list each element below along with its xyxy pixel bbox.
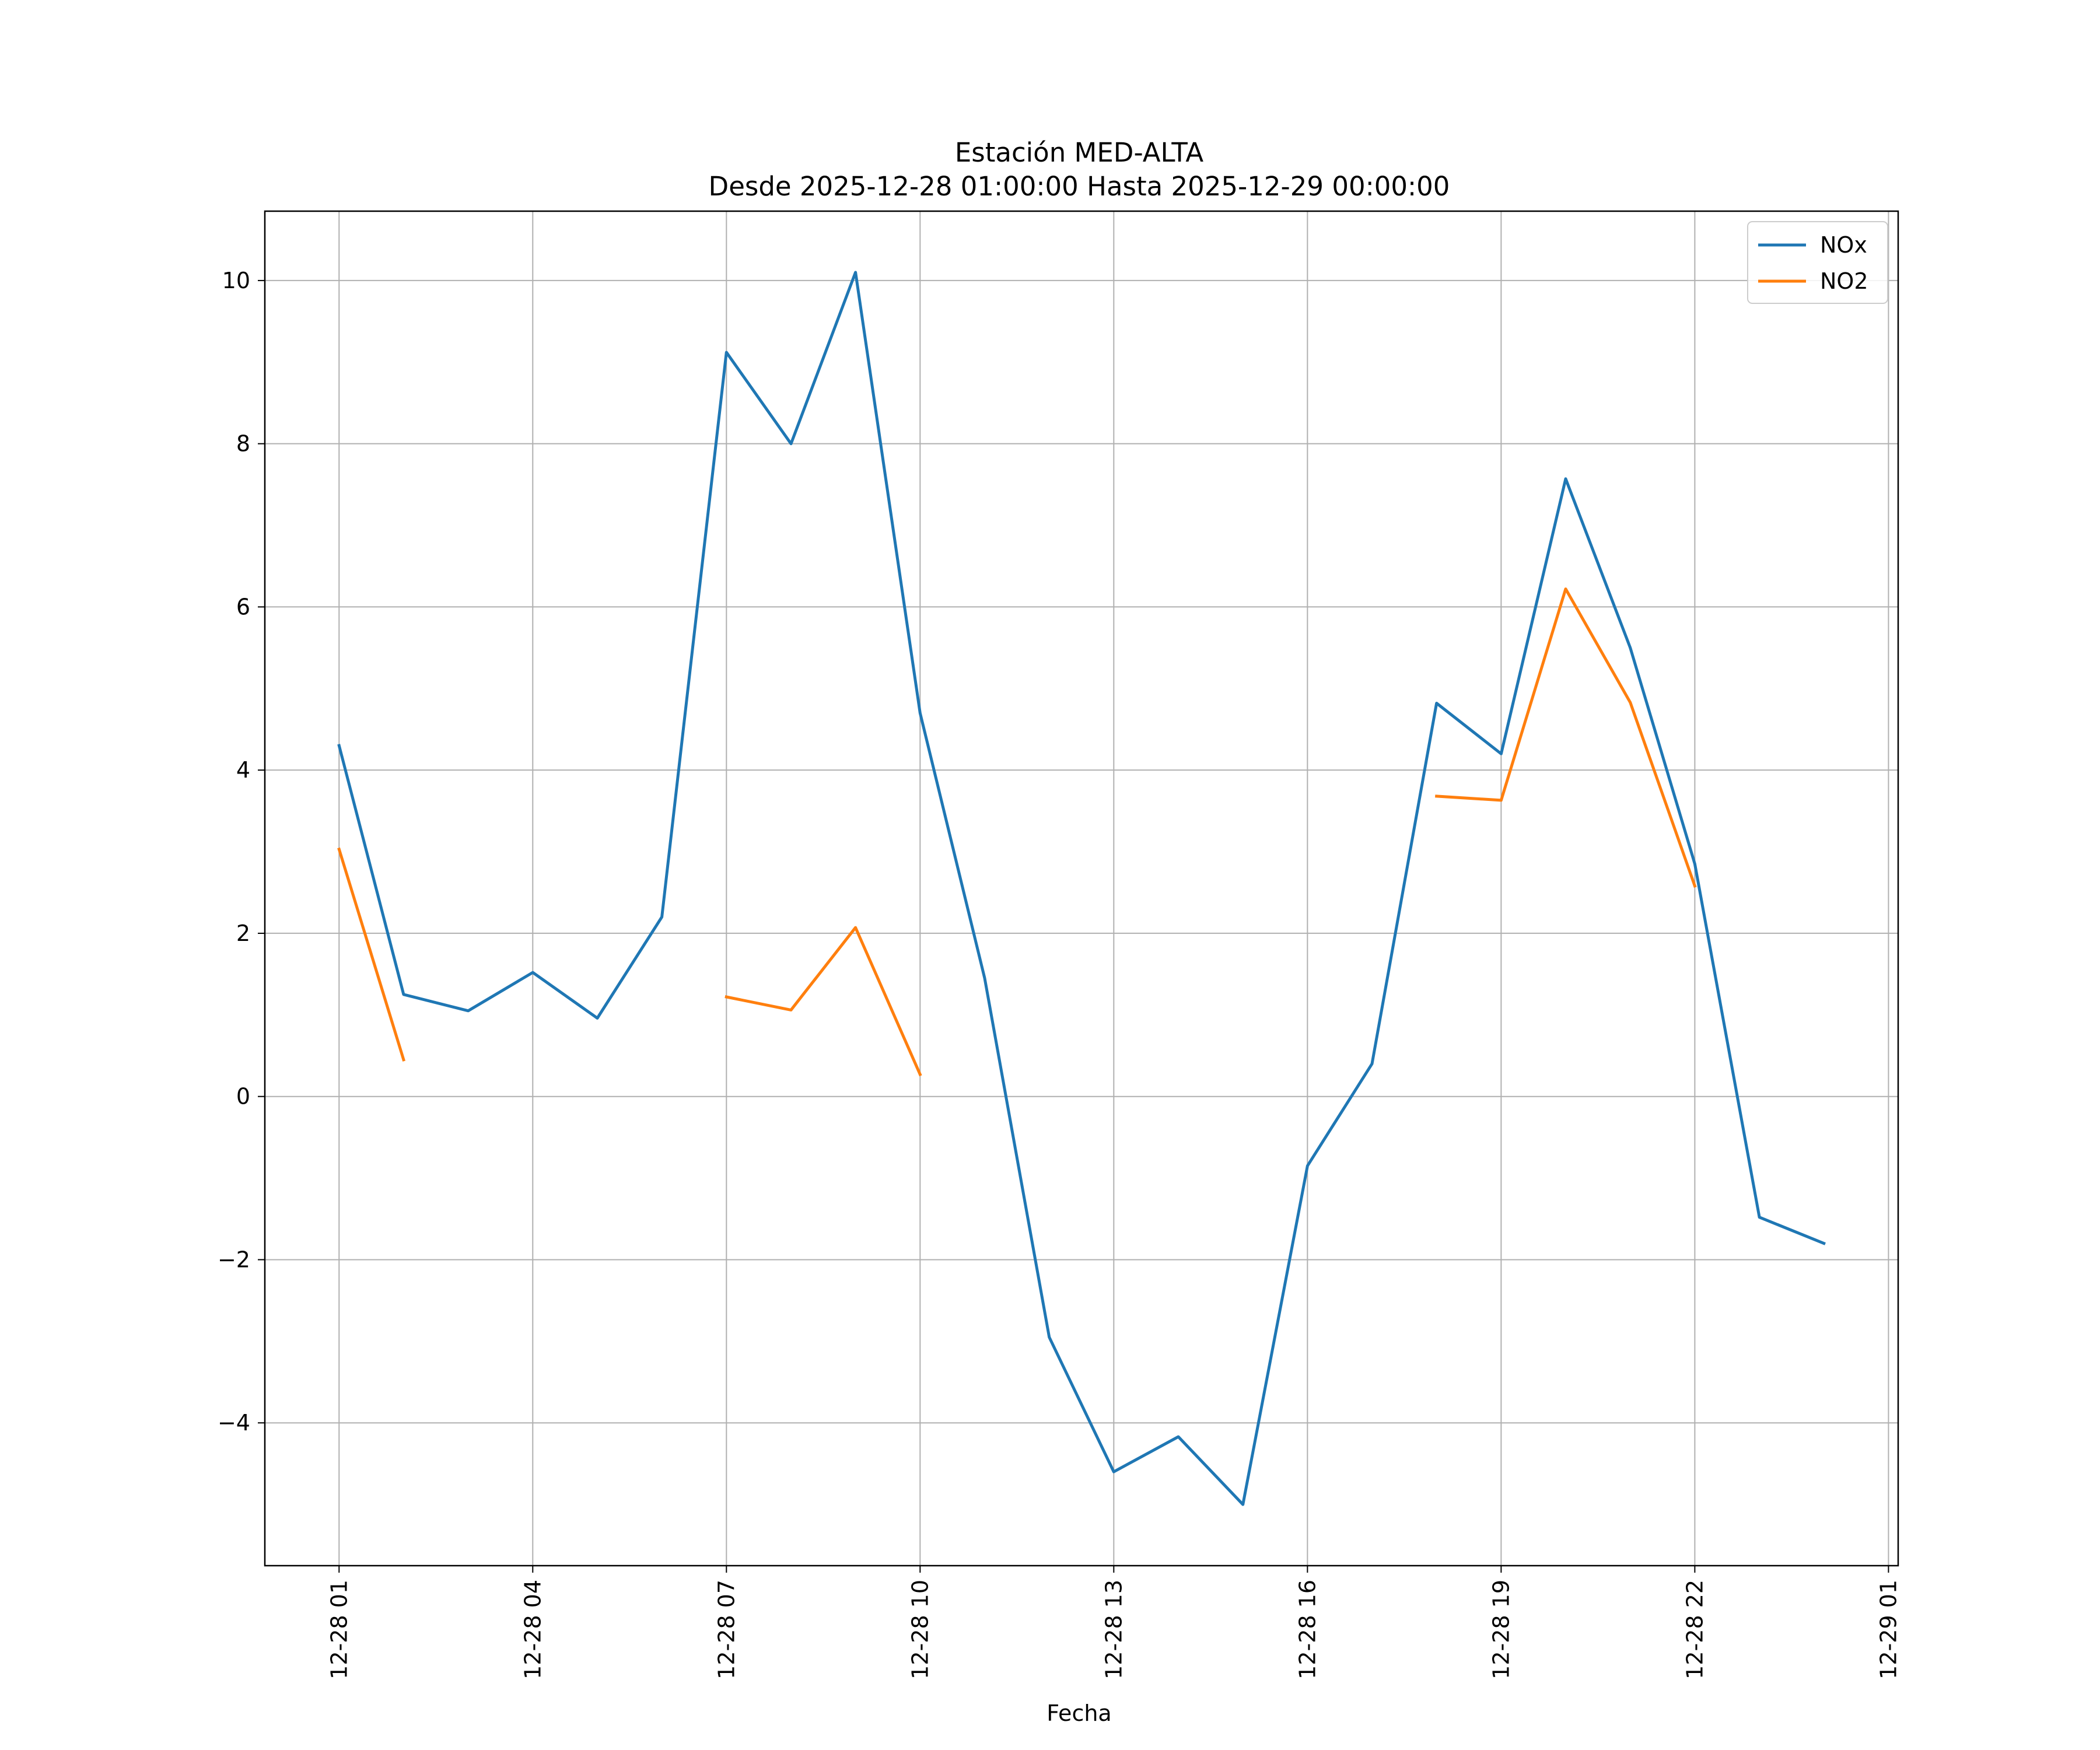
x-tick-label: 12-28 19 — [1488, 1580, 1514, 1679]
legend: NOx NO2 — [1747, 221, 1888, 304]
legend-frame — [1747, 221, 1888, 304]
x-tick-label: 12-28 07 — [713, 1580, 739, 1679]
x-tick-label: 12-28 04 — [520, 1580, 545, 1679]
x-tick-label: 12-28 01 — [326, 1580, 352, 1679]
chart-title: Estación MED-ALTA — [955, 137, 1204, 168]
series-line-no2 — [337, 587, 1697, 1077]
legend-label-no2: NO2 — [1820, 268, 1868, 294]
x-tick-label: 12-29 01 — [1875, 1580, 1901, 1679]
series-lines — [337, 271, 1826, 1506]
y-tick-label: 4 — [236, 757, 250, 783]
y-tick-label: 6 — [236, 594, 250, 620]
x-tick-label: 12-28 13 — [1101, 1580, 1126, 1679]
x-tick-label: 12-28 22 — [1682, 1580, 1707, 1679]
legend-label-nox: NOx — [1820, 232, 1867, 258]
series-line-nox — [337, 271, 1826, 1506]
y-axis-ticks: −4 −2 0 2 4 6 8 10 — [218, 268, 265, 1436]
y-tick-label: −2 — [218, 1247, 250, 1272]
y-tick-label: 0 — [236, 1084, 250, 1110]
grid — [265, 211, 1898, 1566]
x-axis-ticks: 12-28 01 12-28 04 12-28 07 12-28 10 12-28 13… — [326, 1566, 1901, 1679]
chart-subtitle: Desde 2025-12-28 01:00:00 Hasta 2025-12-… — [709, 171, 1450, 202]
y-tick-label: 2 — [236, 921, 250, 946]
plot-area-frame — [264, 210, 1899, 1567]
y-tick-label: 10 — [222, 268, 250, 293]
x-tick-label: 12-28 10 — [907, 1580, 933, 1679]
x-axis-label: Fecha — [1046, 1700, 1111, 1726]
x-tick-label: 12-28 16 — [1294, 1580, 1320, 1679]
y-tick-label: −4 — [218, 1410, 250, 1436]
y-tick-label: 8 — [236, 431, 250, 457]
